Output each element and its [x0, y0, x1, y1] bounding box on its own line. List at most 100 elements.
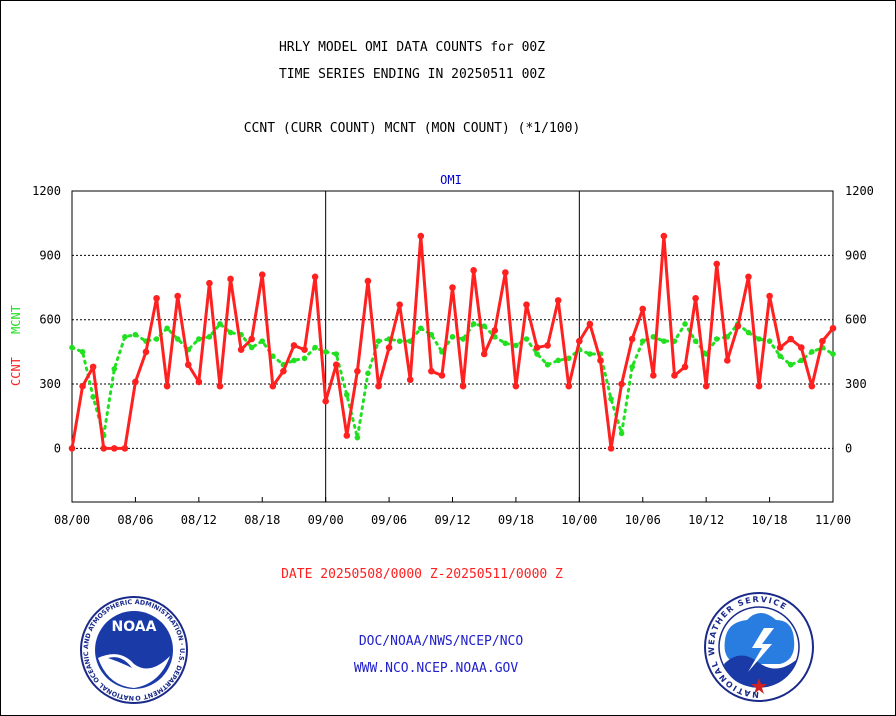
data-point-ccnt: [797, 344, 805, 351]
data-point-ccnt: [692, 294, 699, 302]
data-point-ccnt: [364, 277, 372, 285]
data-point-mcnt: [375, 338, 382, 344]
data-point-mcnt: [79, 349, 86, 355]
data-point-ccnt: [258, 271, 266, 278]
data-point-ccnt: [607, 445, 615, 452]
chart-subtitle: CCNT (CURR COUNT) MCNT (MON COUNT) (*1/1…: [244, 121, 581, 136]
data-point-ccnt: [110, 445, 118, 452]
data-point-mcnt: [766, 338, 773, 344]
data-point-mcnt: [174, 336, 181, 342]
data-point-ccnt: [533, 344, 541, 351]
data-point-ccnt: [502, 269, 509, 276]
data-point-ccnt: [269, 382, 277, 390]
data-point-ccnt: [755, 382, 763, 390]
data-point-ccnt: [660, 232, 668, 240]
data-point-mcnt: [206, 334, 213, 340]
data-point-mcnt: [544, 361, 551, 368]
data-point-mcnt: [682, 321, 688, 327]
data-point-ccnt: [227, 275, 234, 283]
data-point-mcnt: [396, 338, 403, 344]
chart-title-line2: TIME SERIES ENDING IN 20250511 00Z: [279, 67, 545, 82]
data-point-ccnt: [153, 294, 160, 302]
noaa-logo: NOAA NATIONAL OCEANIC AND ATMOSPHERIC AD…: [0, 0, 188, 704]
y-tick-label-right: 900: [845, 248, 867, 262]
data-point-ccnt: [787, 335, 795, 343]
data-point-mcnt: [618, 430, 625, 437]
data-point-mcnt: [639, 338, 646, 344]
footer-url[interactable]: WWW.NCO.NCEP.NOAA.GOV: [354, 661, 519, 676]
data-point-ccnt: [375, 382, 382, 390]
data-point-mcnt: [248, 344, 255, 351]
data-point-mcnt: [164, 325, 170, 332]
data-point-ccnt: [766, 292, 773, 300]
x-tick-label: 08/00: [54, 513, 90, 527]
y-tick-label-left: 600: [39, 313, 61, 327]
data-point-ccnt: [776, 344, 784, 351]
data-point-ccnt: [459, 382, 467, 390]
data-point-mcnt: [756, 336, 762, 342]
data-point-mcnt: [713, 336, 720, 342]
data-point-mcnt: [587, 351, 593, 357]
y-tick-label-left: 300: [39, 377, 61, 391]
data-point-ccnt: [322, 397, 329, 405]
data-point-ccnt: [523, 301, 530, 308]
data-point-ccnt: [195, 378, 203, 386]
data-point-ccnt: [586, 320, 594, 328]
data-point-ccnt: [290, 342, 298, 349]
data-point-ccnt: [332, 361, 340, 369]
data-point-mcnt: [322, 349, 329, 355]
data-point-ccnt: [417, 232, 425, 240]
data-point-mcnt: [153, 336, 160, 342]
y-tick-label-left: 0: [54, 441, 61, 455]
data-point-ccnt: [142, 348, 150, 356]
data-point-ccnt: [68, 445, 76, 452]
footer-date-range: DATE 20250508/0000 Z-20250511/0000 Z: [281, 567, 563, 582]
data-point-mcnt: [787, 361, 794, 368]
data-point-mcnt: [333, 351, 340, 357]
data-point-mcnt: [122, 334, 128, 340]
data-point-ccnt: [311, 273, 319, 281]
data-point-ccnt: [406, 376, 414, 384]
data-point-mcnt: [798, 357, 805, 364]
data-point-mcnt: [291, 357, 297, 364]
x-tick-label: 11/00: [815, 513, 851, 527]
data-point-ccnt: [237, 346, 245, 354]
data-point-mcnt: [227, 329, 234, 336]
data-point-mcnt: [111, 366, 118, 372]
panel-label: OMI: [440, 173, 462, 187]
data-point-ccnt: [628, 335, 636, 343]
data-point-mcnt: [417, 325, 424, 332]
data-point-mcnt: [217, 321, 223, 327]
data-point-ccnt: [576, 337, 583, 345]
data-point-mcnt: [777, 353, 783, 359]
data-point-ccnt: [829, 324, 837, 332]
data-point-mcnt: [312, 344, 318, 351]
data-point-mcnt: [692, 338, 699, 344]
noaa-logo-text: NOAA: [112, 619, 157, 635]
y-tick-label-right: 300: [845, 377, 867, 391]
data-point-mcnt: [90, 394, 96, 400]
x-tick-label: 09/18: [498, 513, 534, 527]
data-point-mcnt: [608, 396, 614, 402]
data-point-mcnt: [470, 321, 477, 327]
data-point-ccnt: [745, 273, 752, 281]
x-tick-label: 10/12: [688, 513, 724, 527]
data-point-mcnt: [745, 329, 752, 336]
data-point-ccnt: [184, 361, 192, 369]
ylabel-mcnt: MCNT: [9, 305, 23, 334]
plot-area: 0 0 300 300 600 600 900 900 1200 1200 08/00 08/06 08…: [32, 184, 874, 527]
x-tick-label: 10/06: [625, 513, 661, 527]
data-point-ccnt: [449, 284, 456, 291]
chart-title-line1: HRLY MODEL OMI DATA COUNTS for 00Z: [279, 40, 545, 55]
footer-org: DOC/NOAA/NWS/NCEP/NCO: [359, 634, 524, 649]
data-point-ccnt: [428, 367, 435, 375]
noaa-seal-ring-text: NATIONAL OCEANIC AND ATMOSPHERIC ADMINIS…: [0, 0, 186, 702]
data-point-mcnt: [565, 355, 572, 362]
data-point-mcnt: [534, 351, 540, 357]
data-point-ccnt: [597, 357, 604, 364]
x-tick-label: 08/06: [117, 513, 153, 527]
data-point-ccnt: [618, 380, 625, 388]
data-point-mcnt: [449, 334, 456, 340]
data-point-mcnt: [196, 336, 202, 342]
